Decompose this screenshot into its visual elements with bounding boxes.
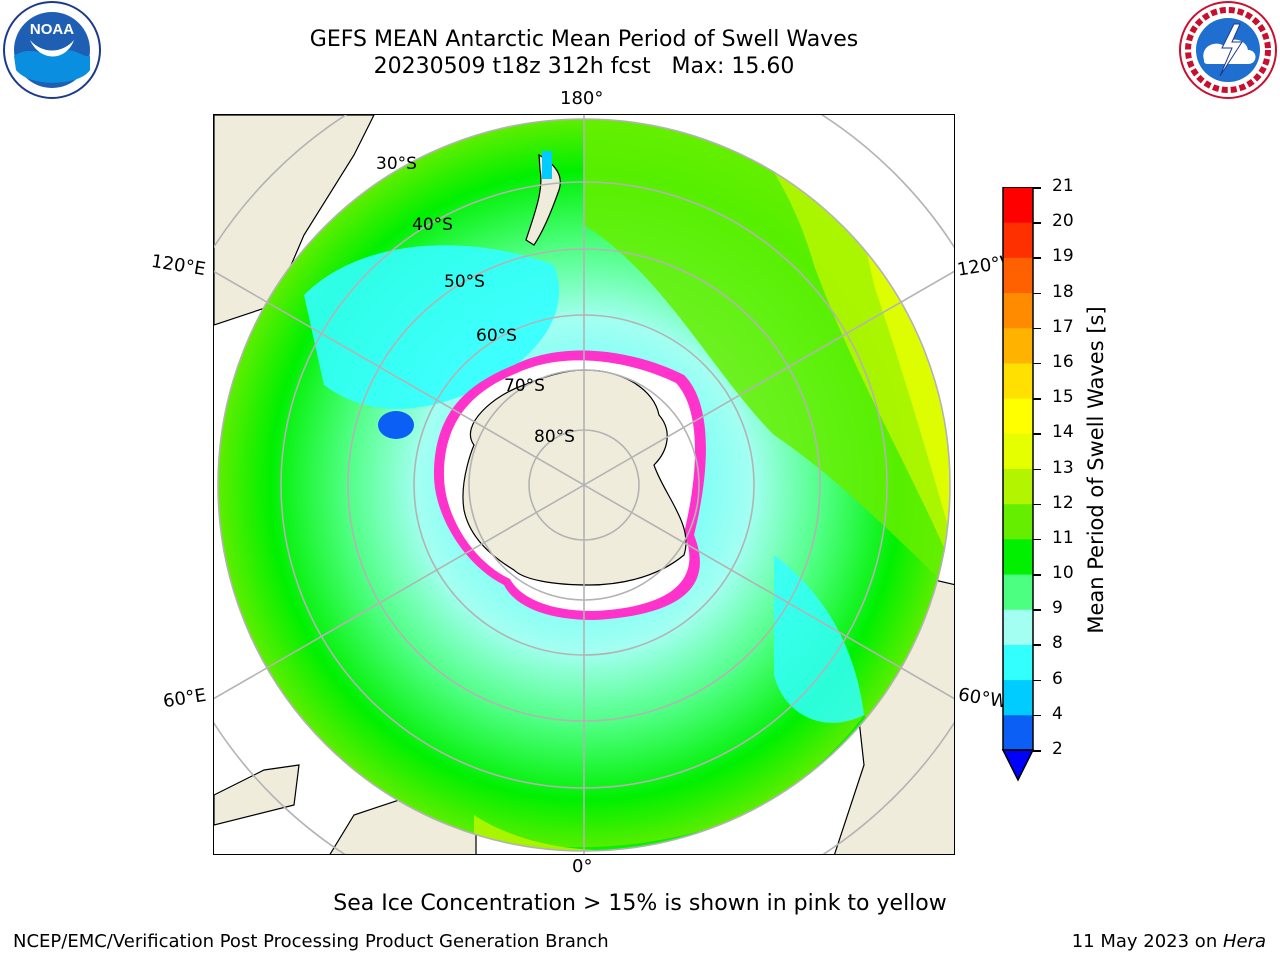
colorbar-segment	[1003, 327, 1033, 364]
colorbar-tick-label: 16	[1052, 351, 1074, 372]
lat-label-60s: 60°S	[476, 326, 517, 346]
colorbar-tick-mark	[1033, 327, 1041, 330]
new-zealand-marker	[542, 151, 552, 179]
colorbar-tick-mark	[1033, 222, 1041, 224]
colorbar-segment	[1003, 679, 1033, 716]
colorbar-tick-label: 8	[1052, 633, 1063, 654]
lon-label-120e: 120°E	[149, 250, 208, 281]
sea-ice-note: Sea Ice Concentration > 15% is shown in …	[333, 891, 947, 916]
colorbar-tick-mark	[1033, 679, 1041, 682]
colorbar-segment	[1003, 468, 1033, 505]
footer-date: 11 May 2023 on Hera	[1072, 931, 1266, 952]
lon-label-60e: 60°E	[161, 684, 208, 713]
colorbar-tick-mark	[1033, 538, 1041, 541]
colorbar-tick-label: 21	[1052, 176, 1074, 196]
footer-host: Hera	[1222, 931, 1266, 952]
colorbar-tick-mark	[1033, 468, 1041, 470]
madagascar-land	[214, 764, 300, 826]
colorbar-tick-label: 6	[1052, 668, 1063, 689]
lon-label-180: 180°	[560, 88, 604, 109]
lat-label-40s: 40°S	[412, 215, 453, 235]
map-title: GEFS MEAN Antarctic Mean Period of Swell…	[309, 27, 859, 52]
colorbar-tick-mark	[1033, 257, 1041, 259]
colorbar-tick-label: 20	[1052, 211, 1074, 232]
colorbar-tick-label: 14	[1052, 422, 1074, 443]
colorbar-segment	[1003, 538, 1033, 575]
colorbar-tick-label: 4	[1052, 703, 1063, 724]
colorbar-tick-mark	[1033, 187, 1041, 189]
colorbar-tick-label: 13	[1052, 457, 1074, 478]
colorbar-tick-mark	[1033, 433, 1041, 435]
footer-date-text: 11 May 2023 on	[1071, 931, 1223, 952]
colorbar-tick-label: 2	[1052, 739, 1063, 759]
colorbar-tick-mark	[1033, 398, 1041, 400]
colorbar-segment	[1003, 257, 1033, 294]
colorbar-tick-mark	[1033, 714, 1041, 717]
colorbar-segment	[1003, 433, 1033, 469]
colorbar-tick-mark	[1033, 503, 1041, 506]
colorbar-label: Mean Period of Swell Waves [s]	[1084, 306, 1108, 634]
colorbar-segment	[1003, 503, 1033, 540]
colorbar-segment	[1003, 574, 1033, 610]
noaa-logo: NOAA	[0, 0, 104, 100]
colorbar-extend-arrow	[1001, 749, 1035, 782]
colorbar-tick-label: 10	[1052, 563, 1074, 584]
lat-label-70s: 70°S	[504, 376, 545, 396]
colorbar-tick-mark	[1033, 574, 1041, 576]
antarctica-land	[462, 369, 687, 586]
lat-label-80s: 80°S	[534, 427, 575, 447]
map-panel: 30°S 40°S 50°S 60°S 70°S 80°S	[213, 114, 955, 855]
colorbar-tick-mark	[1033, 750, 1041, 752]
colorbar	[1000, 186, 1040, 783]
colorbar-tick-label: 12	[1052, 492, 1074, 513]
australia-land	[214, 115, 375, 326]
colorbar-tick-mark	[1033, 644, 1041, 646]
colorbar-tick-label: 9	[1052, 598, 1063, 619]
colorbar-segment	[1003, 292, 1033, 329]
nws-logo	[1176, 0, 1280, 100]
colorbar-segment	[1003, 222, 1033, 258]
footer-credit: NCEP/EMC/Verification Post Processing Pr…	[13, 931, 609, 952]
graticule	[214, 115, 954, 854]
colorbar-tick-mark	[1033, 292, 1041, 295]
map-subtitle: 20230509 t18z 312h fcst Max: 15.60	[373, 54, 795, 79]
lat-label-30s: 30°S	[376, 154, 417, 174]
colorbar-tick-mark	[1033, 362, 1041, 365]
colorbar-tick-label: 17	[1052, 316, 1074, 337]
colorbar-tick-label: 15	[1052, 387, 1074, 408]
colorbar-tick-mark	[1033, 609, 1041, 611]
colorbar-segment	[1003, 714, 1033, 751]
lat-label-50s: 50°S	[444, 272, 485, 292]
colorbar-tick-label: 11	[1052, 527, 1074, 548]
colorbar-segment	[1003, 609, 1033, 645]
colorbar-segment	[1003, 187, 1033, 223]
noaa-logo-text: NOAA	[30, 21, 74, 38]
colorbar-tick-label: 19	[1052, 246, 1074, 267]
colorbar-segment	[1003, 362, 1033, 399]
colorbar-segment	[1003, 644, 1033, 681]
colorbar-tick-label: 18	[1052, 281, 1074, 302]
lon-label-0: 0°	[572, 856, 593, 877]
colorbar-segment	[1003, 398, 1033, 434]
